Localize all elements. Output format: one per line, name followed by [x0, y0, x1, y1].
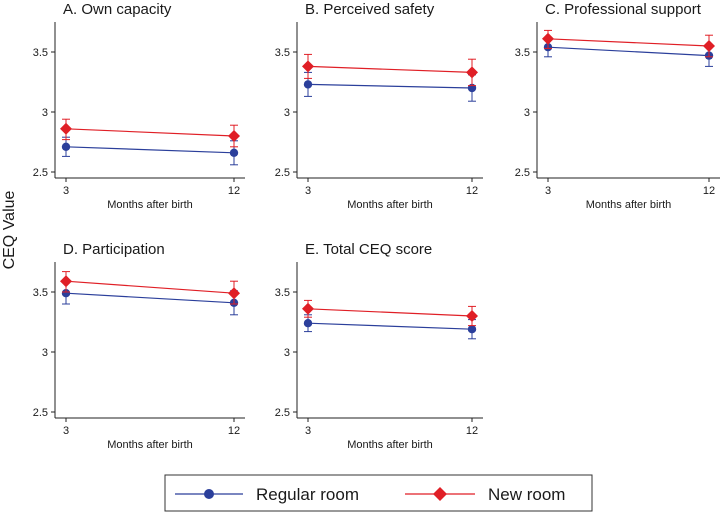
- data-point-regular-room: [61, 142, 71, 151]
- x-tick-label: 12: [228, 185, 240, 197]
- series-line: [65, 146, 235, 154]
- y-tick-label: 2.5: [275, 167, 290, 179]
- legend-new-label: New room: [488, 485, 565, 504]
- panel-title: C. Professional support: [545, 1, 702, 18]
- series-line: [307, 322, 473, 330]
- y-tick-label: 3: [284, 107, 290, 119]
- panel-title: A. Own capacity: [63, 1, 172, 18]
- y-tick-label: 3: [524, 107, 530, 119]
- series-regular-room: [303, 71, 477, 102]
- x-tick-label: 3: [63, 425, 69, 437]
- y-tick-label: 3.5: [275, 287, 290, 299]
- data-point-regular-room: [229, 148, 239, 157]
- y-axis-label: CEQ Value: [1, 190, 18, 269]
- y-tick-label: 3: [284, 347, 290, 359]
- panel-3: C. Professional support 2.5 3 3.5 3 12 Months …: [515, 1, 720, 211]
- series-new-room: [60, 118, 240, 148]
- data-point-regular-room: [303, 319, 313, 328]
- data-point-new-room: [542, 32, 554, 45]
- series-line: [65, 128, 235, 137]
- y-tick-label: 2.5: [275, 407, 290, 419]
- data-point-regular-room: [467, 325, 477, 334]
- x-tick-label: 12: [703, 185, 715, 197]
- data-point-new-room: [302, 302, 314, 315]
- data-point-new-room: [466, 66, 478, 79]
- x-tick-label: 12: [228, 425, 240, 437]
- panel-1: A. Own capacity 2.5 3 3.5 3 12 Months after bi…: [33, 1, 245, 211]
- legend: Regular room New room: [164, 474, 593, 512]
- y-tick-label: 2.5: [515, 167, 530, 179]
- y-tick-label: 3: [42, 107, 48, 119]
- y-tick-label: 2.5: [33, 167, 48, 179]
- x-axis-label: Months after birth: [107, 199, 193, 211]
- x-axis-label: Months after birth: [347, 439, 433, 451]
- y-tick-label: 2.5: [33, 407, 48, 419]
- data-point-new-room: [60, 122, 72, 135]
- data-point-new-room: [60, 275, 72, 288]
- data-point-regular-room: [303, 80, 313, 89]
- x-axis-label: Months after birth: [107, 439, 193, 451]
- series-line: [307, 83, 473, 89]
- y-tick-label: 3: [42, 347, 48, 359]
- panel-4: D. Participation 2.5 3 3.5 3 12 Months after b…: [33, 241, 245, 451]
- series-regular-room: [303, 314, 477, 340]
- x-tick-label: 3: [63, 185, 69, 197]
- panel-title: D. Participation: [63, 241, 165, 258]
- x-axis-label: Months after birth: [586, 199, 672, 211]
- x-axis-label: Months after birth: [347, 199, 433, 211]
- y-tick-label: 3.5: [33, 47, 48, 59]
- series-line: [65, 280, 235, 294]
- series-regular-room: [61, 136, 239, 166]
- data-point-new-room: [228, 287, 240, 300]
- series-line: [65, 292, 235, 304]
- series-new-room: [302, 299, 478, 327]
- x-tick-label: 12: [466, 185, 478, 197]
- legend-regular-label: Regular room: [256, 485, 359, 504]
- panel-5: E. Total CEQ score 2.5 3 3.5 3 12 Months after…: [275, 241, 483, 451]
- data-point-new-room: [302, 60, 314, 73]
- data-point-new-room: [228, 130, 240, 142]
- series-line: [547, 46, 710, 57]
- data-point-regular-room: [61, 289, 71, 298]
- panel-2: B. Perceived safety 2.5 3 3.5 3 12 Months afte…: [275, 1, 483, 211]
- series-new-room: [302, 53, 478, 87]
- x-tick-label: 3: [545, 185, 551, 197]
- x-tick-label: 3: [305, 185, 311, 197]
- legend-regular-marker: [204, 489, 214, 499]
- series-line: [307, 65, 473, 73]
- legend-new-marker: [433, 487, 447, 501]
- data-point-new-room: [466, 310, 478, 322]
- data-point-new-room: [703, 40, 715, 52]
- legend-box: [164, 474, 593, 512]
- x-tick-label: 3: [305, 425, 311, 437]
- series-line: [547, 38, 710, 47]
- y-tick-label: 3.5: [515, 47, 530, 59]
- series-new-room: [60, 271, 240, 305]
- y-tick-label: 3.5: [33, 287, 48, 299]
- x-tick-label: 12: [466, 425, 478, 437]
- panel-title: B. Perceived safety: [305, 1, 435, 18]
- y-tick-label: 3.5: [275, 47, 290, 59]
- series-line: [307, 308, 473, 317]
- panel-title: E. Total CEQ score: [305, 241, 432, 258]
- series-new-room: [542, 29, 715, 58]
- panels: A. Own capacity 2.5 3 3.5 3 12 Months after bi…: [33, 1, 720, 451]
